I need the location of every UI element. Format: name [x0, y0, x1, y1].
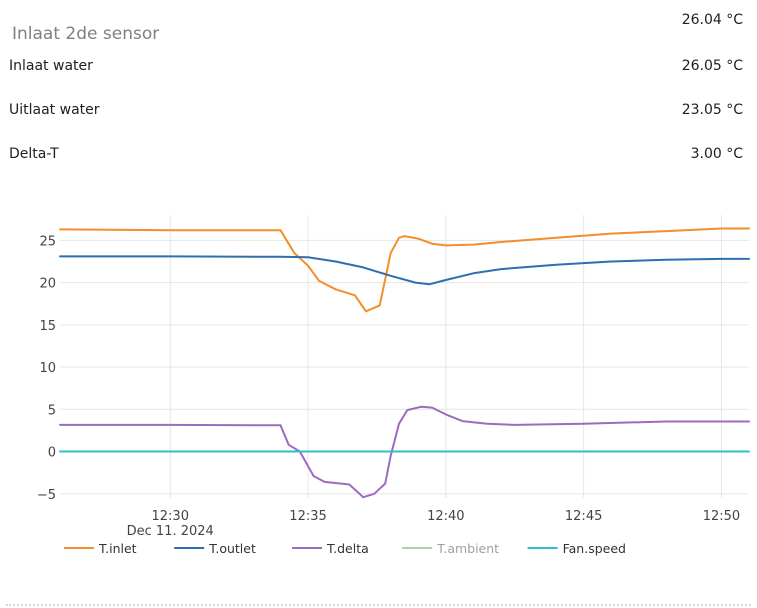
y-tick-label: 5 [48, 403, 56, 418]
y-tick-label: −5 [37, 488, 56, 503]
inlet-water-label: Inlaat water [9, 58, 93, 74]
y-tick-label: 10 [39, 361, 56, 376]
y-tick-label: 20 [39, 277, 56, 292]
legend-label-t-ambient[interactable]: T.ambient [436, 541, 499, 556]
x-tick-label: 12:40 [427, 509, 464, 524]
delta-t-row[interactable]: Delta-T 3.00 °C [0, 146, 743, 168]
outlet-water-row[interactable]: Uitlaat water 23.05 °C [0, 102, 743, 124]
delta-t-value: 3.00 °C [690, 146, 743, 162]
sensor-title: Inlaat 2de sensor [12, 24, 160, 44]
sensor-value: 26.04 °C [681, 12, 743, 28]
series-line-t-outlet [59, 255, 750, 286]
outlet-water-value: 23.05 °C [681, 102, 743, 118]
x-tick-label: 12:45 [565, 509, 602, 524]
series-line-t-delta [59, 405, 750, 499]
inlet-water-row[interactable]: Inlaat water 26.05 °C [0, 58, 743, 80]
x-tick-label: 12:50 [703, 509, 740, 524]
legend-label-fan-speed[interactable]: Fan.speed [563, 541, 626, 556]
legend-label-t-delta[interactable]: T.delta [326, 541, 369, 556]
delta-t-label: Delta-T [9, 146, 59, 162]
y-tick-label: 25 [39, 234, 56, 249]
x-date-label: Dec 11. 2024 [127, 524, 214, 539]
x-tick-label: 12:35 [289, 509, 326, 524]
legend-label-t-outlet[interactable]: T.outlet [208, 541, 256, 556]
history-chart[interactable]: 25 20 15 10 5 0 −5 12:30 12:35 12:40 12:45 12:50 Dec… [0, 205, 757, 570]
inlet-water-value: 26.05 °C [681, 58, 743, 74]
legend-label-t-inlet[interactable]: T.inlet [98, 541, 137, 556]
series-line-t-inlet [59, 227, 750, 313]
x-tick-label: 12:30 [152, 509, 189, 524]
outlet-water-label: Uitlaat water [9, 102, 100, 118]
y-tick-label: 0 [48, 446, 56, 461]
divider [6, 604, 751, 606]
y-tick-label: 15 [39, 319, 56, 334]
